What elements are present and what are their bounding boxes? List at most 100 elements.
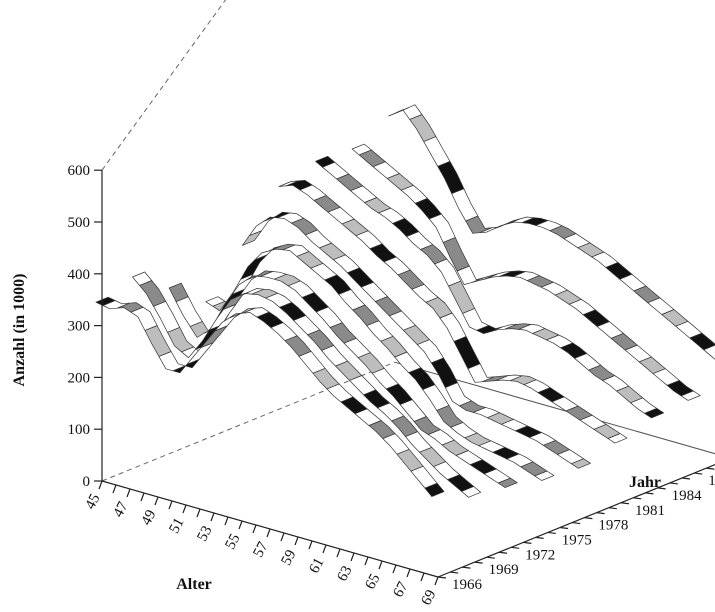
x-tick-mark xyxy=(154,496,159,506)
x-tick-mark xyxy=(350,552,355,562)
x-tick-mark xyxy=(182,504,187,514)
z-tick-label: 100 xyxy=(68,422,91,438)
y-tick-mark xyxy=(596,512,605,515)
x-tick-mark xyxy=(126,488,131,498)
y-tick-mark xyxy=(633,497,642,500)
x-tick-label: 47 xyxy=(110,499,131,520)
z-tick-label: 0 xyxy=(83,474,91,490)
y-tick-mark xyxy=(474,561,483,564)
ribbon-series-1981 xyxy=(278,180,628,444)
x-tick-mark xyxy=(294,536,299,546)
y-tick-label: 1981 xyxy=(635,503,665,519)
ribbon-segment-1990-50 xyxy=(451,188,479,222)
x-tick-label: 49 xyxy=(138,507,159,528)
z-axis-title: Anzahl (in 1000) xyxy=(11,274,28,387)
x-tick-label: 63 xyxy=(334,563,355,584)
y-tick-mark xyxy=(486,556,495,559)
y-tick-mark xyxy=(547,531,556,535)
x-tick-label: 67 xyxy=(390,579,411,600)
x-tick-label: 45 xyxy=(82,491,103,512)
x-tick-mark xyxy=(224,516,229,526)
y-tick-label: 1978 xyxy=(598,518,628,534)
z-tick-label: 200 xyxy=(68,370,91,386)
ribbon-segment-1978-45 xyxy=(241,230,262,246)
ribbon-series-1975 xyxy=(205,243,555,481)
y-tick-mark xyxy=(657,487,666,490)
ribbon-series-1987 xyxy=(351,143,701,401)
y-tick-label: 1975 xyxy=(562,532,592,548)
x-tick-mark xyxy=(308,540,313,550)
x-tick-mark xyxy=(112,484,117,494)
ribbon-segment-1969-46 xyxy=(139,280,167,307)
ribbon-segment-1990-47 xyxy=(409,114,437,142)
y-tick-label: 1972 xyxy=(525,547,555,563)
ribbon-segment-1981-57 xyxy=(439,312,467,342)
x-tick-mark xyxy=(420,572,425,582)
ribbon-series-1978 xyxy=(241,211,591,469)
x-tick-mark xyxy=(140,492,145,502)
z-tick-label: 400 xyxy=(68,267,91,283)
ribbon-segment-1972-45 xyxy=(168,282,189,303)
y-tick-mark xyxy=(523,541,532,544)
ribbon-segment-1981-58 xyxy=(453,336,481,370)
x-tick-mark xyxy=(168,500,173,510)
ribbon-series-1990 xyxy=(388,104,715,360)
ribbon-segment-1969-45 xyxy=(132,271,153,286)
z-tick-label: 500 xyxy=(68,215,91,231)
y-tick-mark xyxy=(450,571,459,574)
y-tick-mark xyxy=(706,467,715,470)
x-tick-mark xyxy=(98,480,103,490)
y-tick-mark xyxy=(572,521,581,525)
y-tick-label: 1984 xyxy=(672,488,703,504)
y-tick-mark xyxy=(669,482,678,485)
x-tick-mark xyxy=(406,568,411,578)
x-tick-mark xyxy=(378,560,383,570)
y-tick-mark xyxy=(498,551,508,554)
ribbon-series-1984 xyxy=(315,155,665,419)
y-axis-line xyxy=(437,463,715,578)
x-tick-label: 55 xyxy=(222,531,243,552)
ribbon-series-1969 xyxy=(132,271,482,498)
y-tick-mark xyxy=(681,477,691,480)
ribbon-segment-1990-45 xyxy=(388,107,409,117)
ribbon-segment-1975-61 xyxy=(422,384,450,411)
y-tick-mark xyxy=(437,576,447,579)
x-tick-label: 69 xyxy=(418,587,439,608)
x-tick-label: 57 xyxy=(250,539,271,560)
chart-axes: 0 100 200 300 400 500 600 45 47 49 51 53 55 57 59 61 63 6… xyxy=(68,163,715,608)
x-tick-mark xyxy=(364,556,369,566)
x-tick-label: 53 xyxy=(194,523,215,544)
left-wall-top-edge xyxy=(101,0,227,171)
y-tick-label: 1969 xyxy=(489,562,519,578)
z-tick-label: 300 xyxy=(68,319,91,335)
x-tick-label: 65 xyxy=(362,571,383,592)
y-tick-mark xyxy=(694,472,703,475)
x-tick-label: 51 xyxy=(166,515,187,536)
y-tick-mark xyxy=(584,517,593,520)
y-tick-mark xyxy=(608,507,617,510)
x-tick-mark xyxy=(210,512,215,522)
y-axis-title: Jahr xyxy=(629,474,661,491)
y-tick-mark xyxy=(645,492,654,495)
ribbon-segment-1978-46 xyxy=(248,216,276,237)
ribbon-segment-1972-46 xyxy=(175,296,203,327)
y-tick-mark xyxy=(559,526,569,530)
x-tick-mark xyxy=(434,576,439,586)
y-tick-mark xyxy=(620,502,630,505)
left-floor-edge xyxy=(101,361,395,482)
x-tick-mark xyxy=(322,544,327,554)
x-tick-mark xyxy=(196,508,201,518)
x-axis-title: Alter xyxy=(176,576,212,593)
ribbon-segment-1984-55 xyxy=(448,280,476,314)
x-tick-mark xyxy=(392,564,397,574)
ribbon-segment-1966-45 xyxy=(95,296,116,306)
x-tick-mark xyxy=(336,548,341,558)
ribbon-segment-1990-48 xyxy=(423,136,451,167)
x-tick-label: 61 xyxy=(306,555,327,576)
y-tick-label: 1987 xyxy=(708,473,715,489)
ribbon-segment-1981-45 xyxy=(278,180,299,187)
ribbon-segment-1990-49 xyxy=(437,160,465,194)
y-tick-mark xyxy=(511,546,520,549)
